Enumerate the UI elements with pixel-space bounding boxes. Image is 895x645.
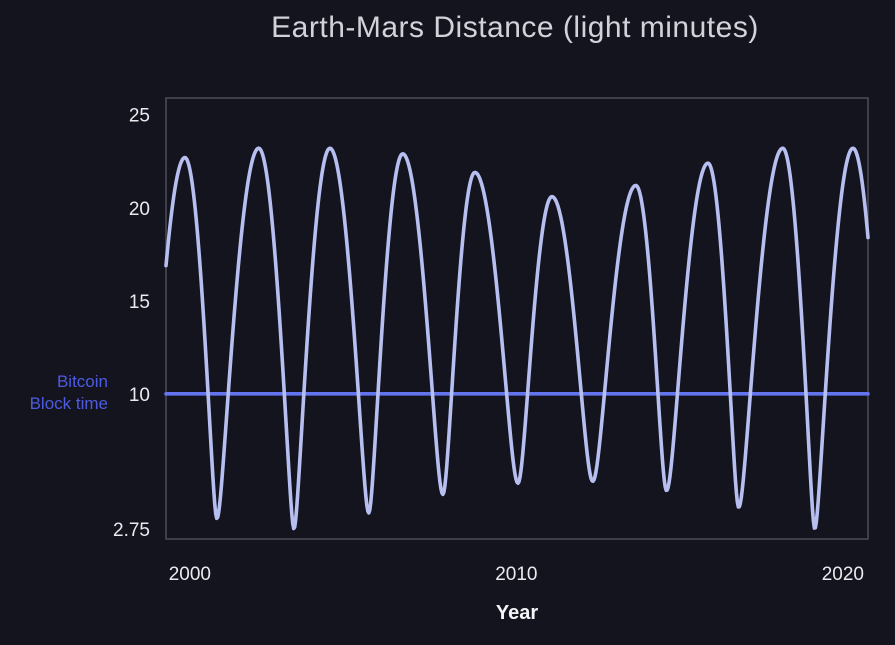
x-tick-label: 2000: [169, 564, 211, 585]
distance-curve: [164, 146, 870, 531]
bitcoin-blocktime-label: Bitcoin Block time: [0, 371, 108, 416]
x-axis-title: Year: [495, 602, 539, 624]
bitcoin-blocktime-label-line2: Block time: [29, 394, 108, 414]
x-axis-tick-labels: 2000 2010 2020: [169, 564, 864, 585]
y-tick-label: 25: [129, 106, 150, 127]
x-tick-label: 2010: [495, 564, 537, 585]
bitcoin-blocktime-label-line1: Bitcoin: [56, 371, 108, 391]
y-tick-label: 20: [129, 199, 150, 220]
y-tick-label: 2.75: [113, 520, 150, 541]
chart-title: Earth-Mars Distance (light minutes): [271, 11, 759, 44]
y-axis-tick-labels: 2.75 10 15 20 25: [113, 106, 150, 541]
y-tick-label: 15: [129, 292, 150, 313]
y-tick-label: 10: [129, 385, 150, 406]
x-tick-label: 2020: [822, 564, 864, 585]
plot-border: [165, 97, 869, 540]
